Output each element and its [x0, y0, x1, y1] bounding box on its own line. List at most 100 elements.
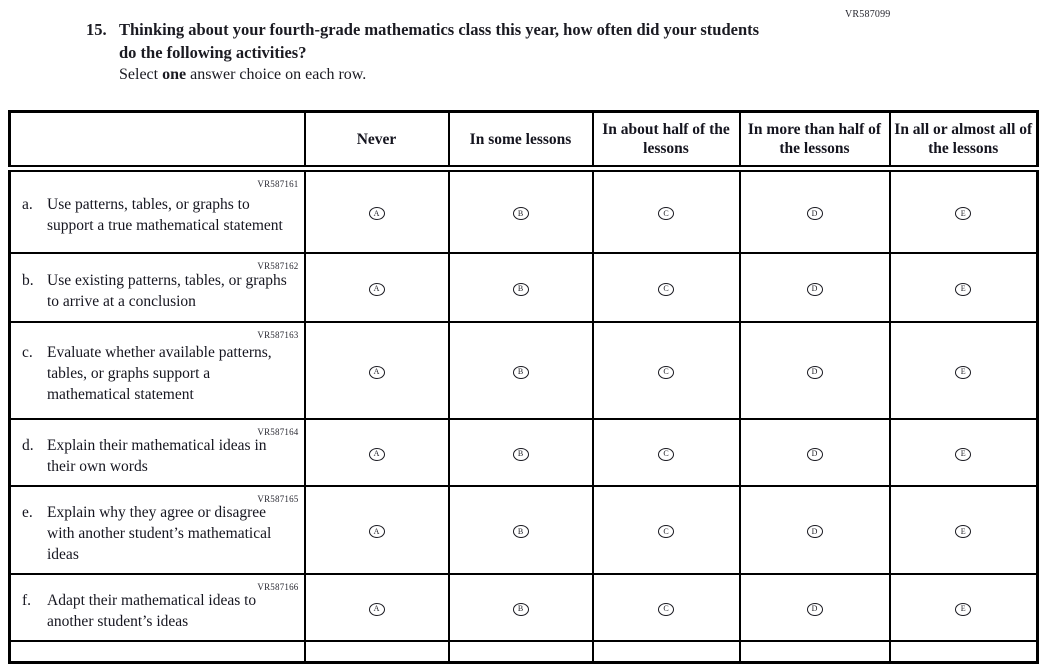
row-c-cell-never: A — [303, 320, 450, 420]
column-header-more-than-half: In more than half of the lessons — [738, 110, 891, 172]
table-row-b: VR587162 b. Use existing patterns, tables… — [8, 251, 1039, 323]
row-f-stub: VR587166 f. Adapt their mathematical idea… — [8, 572, 306, 642]
option-bubble-c-some[interactable]: B — [512, 365, 529, 379]
row-a-cell-some: B — [447, 167, 594, 254]
column-header-about-half: In about half of the lessons — [591, 110, 741, 172]
row-d-stub: VR587164 d. Explain their mathematical id… — [8, 417, 306, 487]
row-a-cell-about-half: C — [591, 167, 741, 254]
option-bubble-e-more-half[interactable]: D — [806, 525, 823, 538]
column-header-some-lessons: In some lessons — [447, 110, 594, 172]
table-row-f: VR587166 f. Adapt their mathematical idea… — [8, 572, 1039, 642]
row-d-letter: d. — [22, 436, 34, 454]
option-bubble-e-about-half[interactable]: C — [658, 525, 674, 538]
instruction-bold-word: one — [162, 66, 187, 83]
questionnaire-page: { "page": { "code": "VR587099", "questio… — [8, 9, 1039, 664]
row-f-cell-never: A — [303, 572, 450, 642]
row-d-cell-more-half: D — [738, 417, 891, 487]
row-f-cell-more-half: D — [738, 572, 891, 642]
row-d-cell-about-half: C — [591, 417, 741, 487]
frequency-matrix-table: Never In some lessons In about half of t… — [8, 110, 1039, 664]
option-bubble-b-some[interactable]: B — [512, 282, 529, 296]
row-e-letter: e. — [22, 503, 33, 521]
option-bubble-a-never[interactable]: A — [368, 207, 385, 221]
row-e-cell-some: B — [447, 484, 594, 575]
row-c-code: VR587163 — [257, 329, 299, 340]
option-bubble-d-more-half[interactable]: D — [806, 447, 823, 461]
row-b-letter: b. — [22, 271, 34, 289]
row-f-cell-some: B — [447, 572, 594, 642]
option-bubble-d-never[interactable]: A — [368, 447, 385, 461]
partial-cell-4 — [738, 639, 891, 663]
row-c-cell-more-half: D — [738, 320, 891, 420]
column-header-all-lessons: In all or almost all of the lessons — [888, 110, 1039, 172]
option-bubble-f-some[interactable]: B — [512, 602, 529, 616]
partial-cell-3 — [591, 639, 741, 663]
column-header-never: Never — [303, 110, 450, 172]
table-row-c: VR587163 c. Evaluate whether available pa… — [8, 320, 1039, 420]
row-b-cell-never: A — [303, 251, 450, 323]
row-e-code: VR587165 — [257, 493, 299, 504]
instruction-text: Select one answer choice on each row. — [119, 64, 366, 86]
row-a-stub: VR587161 a. Use patterns, tables, or grap… — [8, 167, 306, 254]
option-bubble-d-about-half[interactable]: C — [658, 447, 674, 461]
row-e-stub: VR587165 e. Explain why they agree or dis… — [8, 484, 306, 575]
option-bubble-f-all[interactable]: E — [955, 602, 972, 616]
row-e-cell-all: E — [888, 484, 1039, 575]
row-b-cell-more-half: D — [738, 251, 891, 323]
option-bubble-a-about-half[interactable]: C — [658, 207, 674, 221]
partial-cell-5 — [888, 639, 1039, 663]
option-bubble-f-about-half[interactable]: C — [658, 602, 674, 616]
partial-cell-1 — [303, 639, 450, 663]
option-bubble-d-all[interactable]: E — [955, 447, 972, 461]
option-bubble-a-all[interactable]: E — [955, 207, 972, 221]
option-bubble-a-some[interactable]: B — [512, 207, 529, 221]
row-a-text: Use patterns, tables, or graphs to suppo… — [47, 196, 283, 235]
instruction-prefix: Select — [119, 66, 163, 83]
header-empty-stub — [8, 110, 306, 172]
option-bubble-c-all[interactable]: E — [955, 365, 972, 379]
table-row-partial-cutoff — [8, 639, 1039, 663]
option-bubble-b-all[interactable]: E — [955, 282, 972, 296]
table-row-d: VR587164 d. Explain their mathematical id… — [8, 417, 1039, 487]
row-f-text: Adapt their mathematical ideas to anothe… — [47, 591, 257, 630]
option-bubble-b-about-half[interactable]: C — [658, 282, 674, 296]
row-c-cell-about-half: C — [591, 320, 741, 420]
row-e-cell-more-half: D — [738, 484, 891, 575]
row-e-cell-about-half: C — [591, 484, 741, 575]
row-d-cell-all: E — [888, 417, 1039, 487]
option-bubble-b-more-half[interactable]: D — [806, 282, 823, 296]
option-bubble-c-about-half[interactable]: C — [658, 365, 674, 379]
option-bubble-d-some[interactable]: B — [512, 447, 529, 461]
option-bubble-a-more-half[interactable]: D — [806, 207, 823, 221]
option-bubble-e-never[interactable]: A — [368, 525, 385, 538]
row-f-letter: f. — [22, 591, 32, 609]
partial-stub-cell — [8, 639, 306, 663]
row-a-cell-more-half: D — [738, 167, 891, 254]
row-a-cell-all: E — [888, 167, 1039, 254]
row-b-cell-about-half: C — [591, 251, 741, 323]
option-bubble-f-never[interactable]: A — [368, 602, 385, 616]
row-a-cell-never: A — [303, 167, 450, 254]
row-f-cell-all: E — [888, 572, 1039, 642]
row-f-code: VR587166 — [257, 581, 299, 592]
question-block: 15. Thinking about your fourth-grade mat… — [86, 18, 786, 64]
row-d-cell-some: B — [447, 417, 594, 487]
header-row: Never In some lessons In about half of t… — [8, 110, 1039, 172]
row-c-stub: VR587163 c. Evaluate whether available pa… — [8, 320, 306, 420]
option-bubble-b-never[interactable]: A — [368, 282, 385, 296]
partial-cell-2 — [447, 639, 594, 663]
row-c-cell-some: B — [447, 320, 594, 420]
question-text: Thinking about your fourth-grade mathema… — [119, 20, 760, 62]
row-d-code: VR587164 — [257, 426, 299, 437]
question-number: 15. — [86, 20, 107, 39]
option-bubble-e-some[interactable]: B — [512, 525, 529, 538]
table-row-a: VR587161 a. Use patterns, tables, or grap… — [8, 167, 1039, 254]
row-d-text: Explain their mathematical ideas in thei… — [47, 436, 267, 475]
option-bubble-f-more-half[interactable]: D — [806, 602, 823, 616]
option-bubble-c-more-half[interactable]: D — [806, 365, 823, 379]
row-e-text: Explain why they agree or disagree with … — [47, 503, 272, 563]
option-bubble-e-all[interactable]: E — [955, 525, 972, 538]
row-a-code: VR587161 — [257, 179, 299, 189]
row-d-cell-never: A — [303, 417, 450, 487]
option-bubble-c-never[interactable]: A — [368, 365, 385, 379]
